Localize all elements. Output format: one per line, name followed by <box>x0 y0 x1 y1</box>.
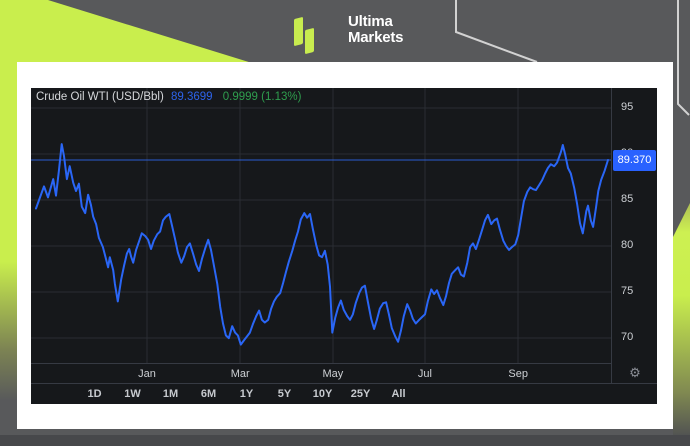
x-axis-label: Mar <box>230 368 250 380</box>
time-scale-axis[interactable]: Jan Mar May Jul Sep <box>31 363 611 384</box>
range-button-10y[interactable]: 10Y <box>312 387 333 400</box>
y-axis-tick: 80 <box>621 239 634 252</box>
range-button-1d[interactable]: 1D <box>87 387 102 400</box>
x-axis-label: Jan <box>138 368 156 380</box>
range-button-all[interactable]: All <box>391 387 406 400</box>
range-button-6m[interactable]: 6M <box>200 387 217 400</box>
symbol-name: Crude Oil WTI (USD/Bbl) <box>36 91 164 103</box>
range-button-5y[interactable]: 5Y <box>277 387 292 400</box>
price-change: 0.9999 (1.13%) <box>222 91 302 103</box>
lime-accent-left-strip <box>0 0 17 436</box>
range-button-1w[interactable]: 1W <box>124 387 141 400</box>
y-axis-tick: 70 <box>621 331 634 344</box>
crude-oil-chart-widget: Crude Oil WTI (USD/Bbl) 89.3699 0.9999 (… <box>31 88 657 404</box>
range-button-row: 1D 1W 1M 6M 1Y 5Y 10Y 25Y All <box>31 383 657 403</box>
range-button-1m[interactable]: 1M <box>162 387 179 400</box>
x-axis-label: Sep <box>508 368 528 380</box>
bottom-dark-band <box>0 435 690 446</box>
range-button-25y[interactable]: 25Y <box>350 387 371 400</box>
last-price-value: 89.3699 <box>171 91 213 103</box>
settings-gear-icon[interactable]: ⚙ <box>629 365 641 380</box>
price-line-series <box>35 143 609 346</box>
range-button-1y[interactable]: 1Y <box>239 387 254 400</box>
logo-wordmark: Ultima Markets <box>348 14 403 58</box>
ultima-markets-logo: Ultima Markets <box>292 14 403 58</box>
price-scale-axis[interactable]: 89.370 707580859095 <box>611 88 658 383</box>
logo-mark-icon <box>292 14 318 58</box>
y-axis-tick: 95 <box>621 101 634 114</box>
current-price-label: 89.370 <box>613 149 656 171</box>
chart-plot-area[interactable] <box>31 88 611 363</box>
x-axis-label: Jul <box>417 368 432 380</box>
lime-accent-bottom-right <box>673 203 690 446</box>
x-axis-label: May <box>322 368 344 380</box>
y-axis-tick: 85 <box>621 193 634 206</box>
chart-card: Crude Oil WTI (USD/Bbl) 89.3699 0.9999 (… <box>17 62 673 429</box>
logo-line2: Markets <box>348 29 404 46</box>
logo-line1: Ultima <box>348 13 393 30</box>
chart-legend: Crude Oil WTI (USD/Bbl) 89.3699 0.9999 (… <box>36 91 301 103</box>
y-axis-tick: 75 <box>621 285 634 298</box>
